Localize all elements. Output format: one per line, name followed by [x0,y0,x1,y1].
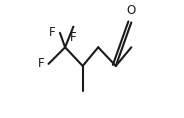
Text: F: F [70,31,77,44]
Text: F: F [49,26,56,39]
Text: F: F [38,57,44,70]
Text: O: O [127,4,136,17]
